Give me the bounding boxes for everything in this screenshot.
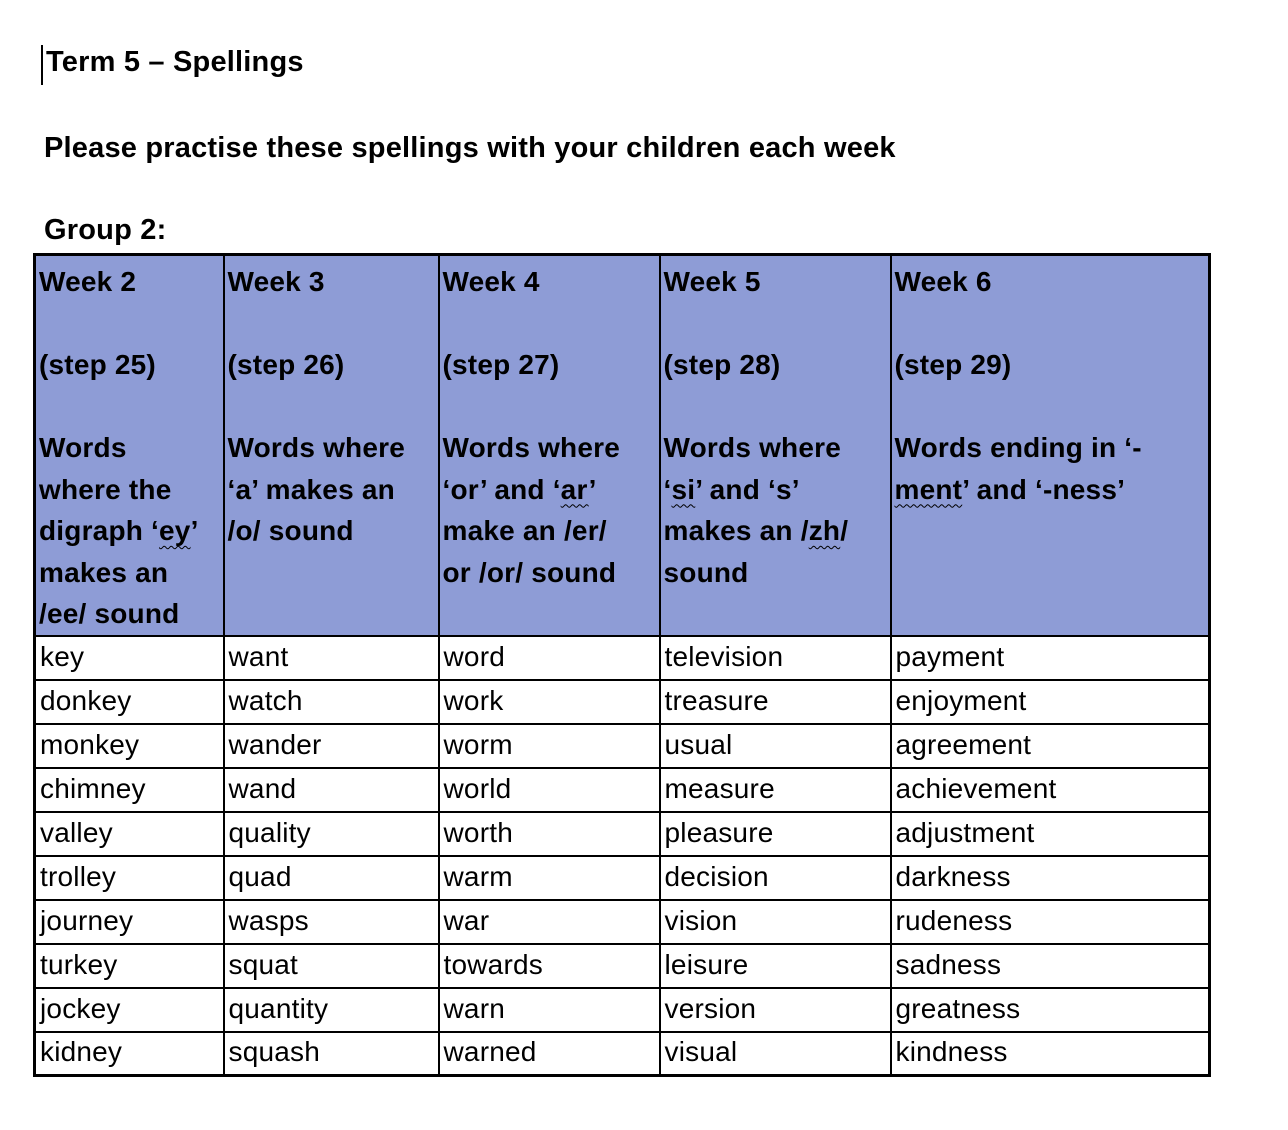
spellcheck-squiggle: ar bbox=[560, 473, 589, 505]
spellcheck-squiggle: si bbox=[671, 473, 696, 505]
word-cell: kindness bbox=[889, 1030, 1211, 1077]
word-cell: watch bbox=[222, 678, 440, 725]
spellcheck-squiggle: zh bbox=[808, 515, 841, 546]
word-cell: worm bbox=[437, 722, 661, 769]
word-cell: version bbox=[658, 986, 892, 1033]
step-label: (step 28) bbox=[663, 349, 781, 380]
word-cell: donkey bbox=[33, 678, 225, 725]
word-cell: world bbox=[437, 766, 661, 813]
word-cell: warn bbox=[437, 986, 661, 1033]
table-row: jockey quantity warn version greatness bbox=[33, 986, 1211, 1033]
column-header-week-2: Week 2 (step 25) Words where the digraph ‘… bbox=[33, 253, 225, 637]
word-cell: wander bbox=[222, 722, 440, 769]
word-cell: visual bbox=[658, 1030, 892, 1077]
spellcheck-squiggle: ey bbox=[159, 515, 191, 546]
page-title: Term 5 – Spellings bbox=[46, 46, 304, 78]
table-row: key want word television payment bbox=[33, 634, 1211, 681]
word-cell: television bbox=[658, 634, 892, 681]
word-cell: turkey bbox=[33, 942, 225, 989]
table-row: donkey watch work treasure enjoyment bbox=[33, 678, 1211, 725]
word-cell: squash bbox=[222, 1030, 440, 1077]
pattern-description: Words ending in ‘- ment’ and ‘-ness’ bbox=[894, 432, 1142, 505]
word-cell: quad bbox=[222, 854, 440, 901]
text-cursor bbox=[41, 45, 43, 85]
word-cell: word bbox=[437, 634, 661, 681]
spellings-table: Week 2 (step 25) Words where the digraph ‘… bbox=[33, 253, 1211, 1077]
step-label: (step 27) bbox=[442, 349, 560, 380]
word-cell: key bbox=[33, 634, 225, 681]
word-cell: trolley bbox=[33, 854, 225, 901]
spellcheck-squiggle: ment bbox=[894, 473, 963, 505]
word-cell: worth bbox=[437, 810, 661, 857]
word-cell: vision bbox=[658, 898, 892, 945]
word-cell: squat bbox=[222, 942, 440, 989]
word-cell: greatness bbox=[889, 986, 1211, 1033]
table-header-row: Week 2 (step 25) Words where the digraph ‘… bbox=[33, 253, 1211, 637]
word-cell: wasps bbox=[222, 898, 440, 945]
week-label: Week 3 bbox=[227, 266, 325, 297]
table-row: trolley quad warm decision darkness bbox=[33, 854, 1211, 901]
word-cell: warned bbox=[437, 1030, 661, 1077]
word-cell: war bbox=[437, 898, 661, 945]
word-cell: treasure bbox=[658, 678, 892, 725]
step-label: (step 26) bbox=[227, 349, 345, 380]
word-cell: valley bbox=[33, 810, 225, 857]
word-cell: warm bbox=[437, 854, 661, 901]
column-header-week-6: Week 6 (step 29) Words ending in ‘- ment’… bbox=[889, 253, 1211, 637]
word-cell: sadness bbox=[889, 942, 1211, 989]
word-cell: quality bbox=[222, 810, 440, 857]
word-cell: enjoyment bbox=[889, 678, 1211, 725]
word-cell: want bbox=[222, 634, 440, 681]
week-label: Week 2 bbox=[39, 266, 137, 297]
table-row: chimney wand world measure achievement bbox=[33, 766, 1211, 813]
step-label: (step 25) bbox=[39, 349, 156, 380]
table-row: journey wasps war vision rudeness bbox=[33, 898, 1211, 945]
word-cell: agreement bbox=[889, 722, 1211, 769]
table-row: valley quality worth pleasure adjustment bbox=[33, 810, 1211, 857]
week-label: Week 5 bbox=[663, 266, 761, 297]
pattern-description: Words where the digraph ‘ey’ makes an/ee/ s… bbox=[39, 432, 199, 629]
table-body: key want word television payment donkey watch w… bbox=[33, 634, 1211, 1077]
word-cell: chimney bbox=[33, 766, 225, 813]
word-cell: kidney bbox=[33, 1030, 225, 1077]
word-cell: achievement bbox=[889, 766, 1211, 813]
word-cell: journey bbox=[33, 898, 225, 945]
word-cell: jockey bbox=[33, 986, 225, 1033]
word-cell: adjustment bbox=[889, 810, 1211, 857]
word-cell: decision bbox=[658, 854, 892, 901]
instruction-text: Please practise these spellings with you… bbox=[44, 132, 896, 164]
word-cell: work bbox=[437, 678, 661, 725]
word-cell: usual bbox=[658, 722, 892, 769]
word-cell: leisure bbox=[658, 942, 892, 989]
group-label: Group 2: bbox=[44, 214, 167, 246]
pattern-description: Words where ‘or’ and ‘ar’ make an /er/or /… bbox=[442, 432, 621, 588]
column-header-week-5: Week 5 (step 28) Words where ‘si’ and ‘s’… bbox=[658, 253, 892, 637]
pattern-description: Words where ‘a’ makes an/o/ sound bbox=[227, 432, 406, 546]
table-row: monkey wander worm usual agreement bbox=[33, 722, 1211, 769]
week-label: Week 4 bbox=[442, 266, 540, 297]
word-cell: pleasure bbox=[658, 810, 892, 857]
step-label: (step 29) bbox=[894, 349, 1012, 380]
column-header-week-4: Week 4 (step 27) Words where ‘or’ and ‘ar… bbox=[437, 253, 661, 637]
pattern-description: Words where ‘si’ and ‘s’ makes an /zh/soun… bbox=[663, 432, 849, 588]
word-cell: towards bbox=[437, 942, 661, 989]
column-header-week-3: Week 3 (step 26) Words where ‘a’ makes an… bbox=[222, 253, 440, 637]
word-cell: quantity bbox=[222, 986, 440, 1033]
word-cell: darkness bbox=[889, 854, 1211, 901]
table-row: turkey squat towards leisure sadness bbox=[33, 942, 1211, 989]
word-cell: rudeness bbox=[889, 898, 1211, 945]
table-row: kidney squash warned visual kindness bbox=[33, 1030, 1211, 1077]
word-cell: measure bbox=[658, 766, 892, 813]
word-cell: payment bbox=[889, 634, 1211, 681]
word-cell: monkey bbox=[33, 722, 225, 769]
week-label: Week 6 bbox=[894, 266, 992, 297]
table-container: Week 2 (step 25) Words where the digraph ‘… bbox=[33, 253, 1211, 1077]
word-cell: wand bbox=[222, 766, 440, 813]
